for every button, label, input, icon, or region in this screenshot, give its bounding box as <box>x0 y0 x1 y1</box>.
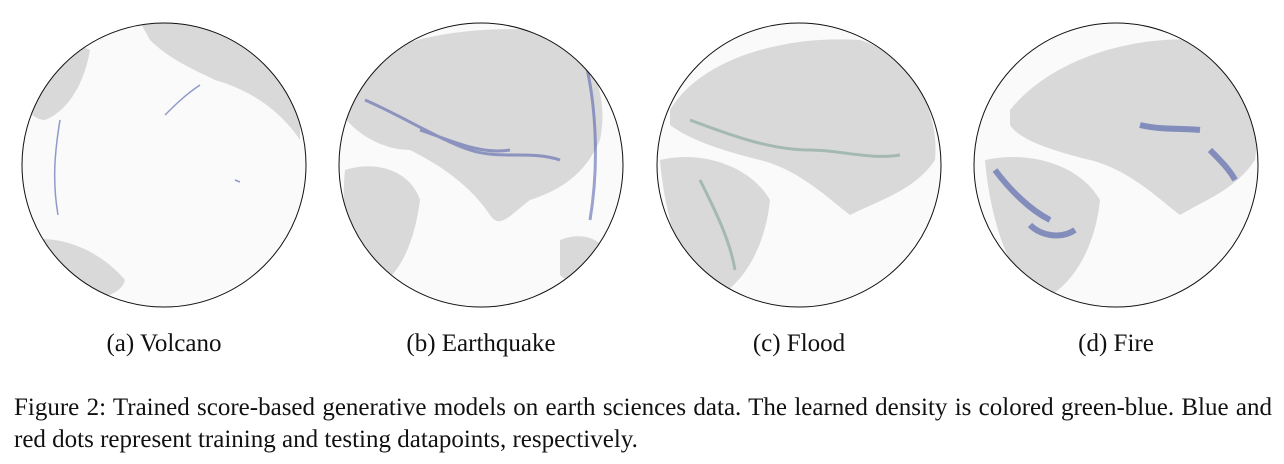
globe-outline <box>338 22 624 308</box>
subfigure-caption: (b) Earthquake <box>406 330 556 357</box>
globe-volcano <box>22 23 306 307</box>
globe-outline <box>21 22 307 308</box>
globes <box>21 22 1259 308</box>
subfigure-caption: (c) Flood <box>752 330 846 357</box>
globe-flood <box>657 23 941 307</box>
globe-outline <box>656 22 942 308</box>
subfigure-caption: (a) Volcano <box>106 330 222 357</box>
globe-outline <box>973 22 1259 308</box>
subfigure-caption: (d) Fire <box>1078 330 1154 357</box>
globe-earthquake <box>339 23 623 307</box>
globe-fire <box>974 23 1258 307</box>
figure-caption: Figure 2: Trained score-based generative… <box>14 394 1272 453</box>
